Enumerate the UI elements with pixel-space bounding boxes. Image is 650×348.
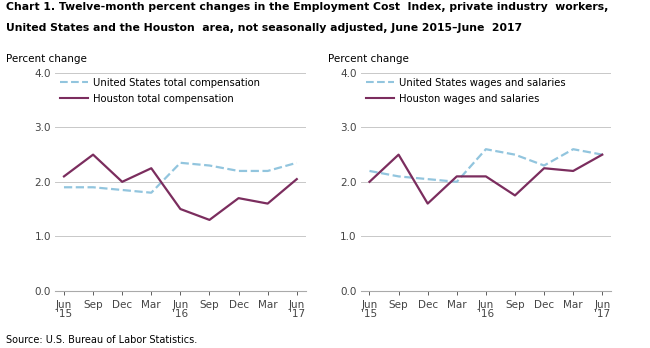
Line: United States total compensation: United States total compensation [64,163,297,193]
Text: Percent change: Percent change [6,54,87,64]
Text: Source: U.S. Bureau of Labor Statistics.: Source: U.S. Bureau of Labor Statistics. [6,334,198,345]
Houston total compensation [293,177,301,181]
United States total compensation [293,161,301,165]
Text: Chart 1. Twelve-month percent changes in the Employment Cost  Index, private ind: Chart 1. Twelve-month percent changes in… [6,2,609,12]
United States total compensation [264,169,272,173]
Houston wages and salaries [395,152,402,157]
United States total compensation [148,191,155,195]
United States wages and salaries [482,147,490,151]
Houston total compensation [118,180,126,184]
Legend: United States total compensation, Houston total compensation: United States total compensation, Housto… [58,76,262,105]
Houston wages and salaries [599,152,606,157]
United States wages and salaries [569,147,577,151]
Houston total compensation [89,152,97,157]
United States wages and salaries [511,152,519,157]
United States total compensation [205,164,213,168]
Houston total compensation [60,174,68,179]
Houston wages and salaries [569,169,577,173]
Houston total compensation [205,218,213,222]
Houston wages and salaries [424,201,432,206]
Houston total compensation [235,196,242,200]
Line: Houston total compensation: Houston total compensation [64,155,297,220]
United States wages and salaries [540,164,548,168]
United States wages and salaries [395,174,402,179]
United States total compensation [177,161,185,165]
United States total compensation [89,185,97,189]
Legend: United States wages and salaries, Houston wages and salaries: United States wages and salaries, Housto… [364,76,567,105]
United States wages and salaries [453,180,461,184]
Houston total compensation [177,207,185,211]
Houston wages and salaries [453,174,461,179]
United States wages and salaries [365,169,373,173]
United States total compensation [60,185,68,189]
United States wages and salaries [424,177,432,181]
Houston wages and salaries [511,193,519,198]
Houston total compensation [148,166,155,170]
Line: United States wages and salaries: United States wages and salaries [369,149,603,182]
Text: Percent change: Percent change [328,54,409,64]
United States wages and salaries [599,152,606,157]
United States total compensation [235,169,242,173]
Houston wages and salaries [365,180,373,184]
Text: United States and the Houston  area, not seasonally adjusted, June 2015–June  20: United States and the Houston area, not … [6,23,523,33]
Houston wages and salaries [540,166,548,170]
Houston wages and salaries [482,174,490,179]
Line: Houston wages and salaries: Houston wages and salaries [369,155,603,204]
Houston total compensation [264,201,272,206]
United States total compensation [118,188,126,192]
